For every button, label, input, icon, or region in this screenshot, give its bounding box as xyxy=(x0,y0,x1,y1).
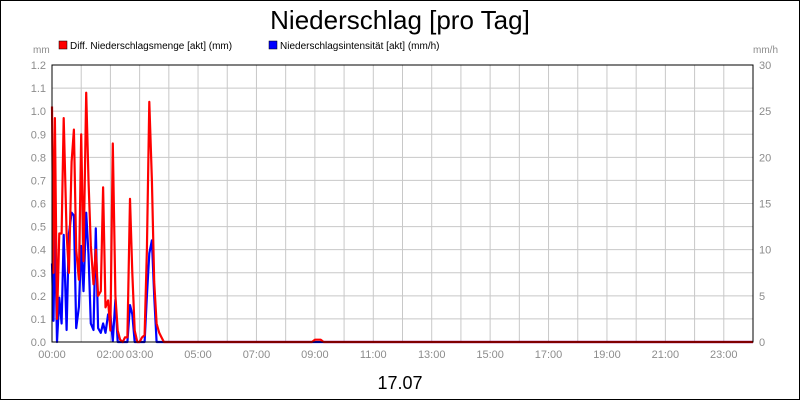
legend-label-rainfall-intensity: Niederschlagsintensität [akt] (mm/h) xyxy=(280,41,440,52)
x-tick-label: 17:00 xyxy=(535,349,563,361)
x-axis-ticks: 00:00 02:00 03:00 05:00 07:00 09:00 11:00 13:00… xyxy=(38,349,737,361)
left-tick-label: 0.9 xyxy=(31,129,46,141)
left-axis-ticks: 0.0 0.1 0.2 0.3 0.4 0.5 0.6 0.7 0.8 0.9 1.0 1.1 1.2 xyxy=(31,60,46,349)
left-tick-label: 0.1 xyxy=(31,314,46,326)
chart-title: Niederschlag [pro Tag] xyxy=(270,5,530,35)
left-tick-label: 0.8 xyxy=(31,152,46,164)
legend-swatch-rainfall-amount xyxy=(58,40,68,50)
left-tick-label: 0.4 xyxy=(31,245,46,257)
left-tick-label: 1.0 xyxy=(31,106,46,118)
right-axis-unit: mm/h xyxy=(753,45,778,56)
x-tick-label: 05:00 xyxy=(184,349,212,361)
right-tick-label: 15 xyxy=(759,199,771,211)
right-tick-label: 25 xyxy=(759,106,771,118)
right-tick-label: 0 xyxy=(759,337,765,349)
x-tick-label: 13:00 xyxy=(418,349,446,361)
x-tick-label: 15:00 xyxy=(476,349,504,361)
right-tick-label: 20 xyxy=(759,152,771,164)
left-tick-label: 0.3 xyxy=(31,268,46,280)
legend: Diff. Niederschlagsmenge [akt] (mm) Nied… xyxy=(58,40,440,52)
x-tick-label: 19:00 xyxy=(593,349,621,361)
x-tick-label: 11:00 xyxy=(360,349,387,361)
left-tick-label: 1.1 xyxy=(31,83,46,95)
right-tick-label: 10 xyxy=(759,245,771,257)
left-tick-label: 0.5 xyxy=(31,222,46,234)
left-tick-label: 0.2 xyxy=(31,291,46,303)
left-tick-label: 0.6 xyxy=(31,199,46,211)
right-tick-label: 30 xyxy=(759,60,771,72)
right-axis-ticks: 0 5 10 15 20 25 30 xyxy=(759,60,771,349)
x-tick-label: 21:00 xyxy=(652,349,680,361)
x-tick-label: 00:00 xyxy=(38,349,66,361)
x-tick-label: 23:00 xyxy=(710,349,738,361)
left-axis-unit: mm xyxy=(33,45,50,56)
left-tick-label: 0.0 xyxy=(31,337,46,349)
left-tick-label: 1.2 xyxy=(31,60,46,72)
legend-label-rainfall-amount: Diff. Niederschlagsmenge [akt] (mm) xyxy=(70,41,232,52)
left-tick-label: 0.7 xyxy=(31,175,46,187)
x-tick-label: 03:00 xyxy=(126,349,154,361)
date-label: 17.07 xyxy=(377,373,422,393)
right-tick-label: 5 xyxy=(759,291,765,303)
plot-area-border xyxy=(51,64,754,343)
legend-swatch-rainfall-intensity xyxy=(268,40,278,50)
x-tick-label: 09:00 xyxy=(301,349,329,361)
x-tick-label: 07:00 xyxy=(243,349,271,361)
x-tick-label: 02:00 xyxy=(97,349,125,361)
grid-lines xyxy=(51,64,754,343)
